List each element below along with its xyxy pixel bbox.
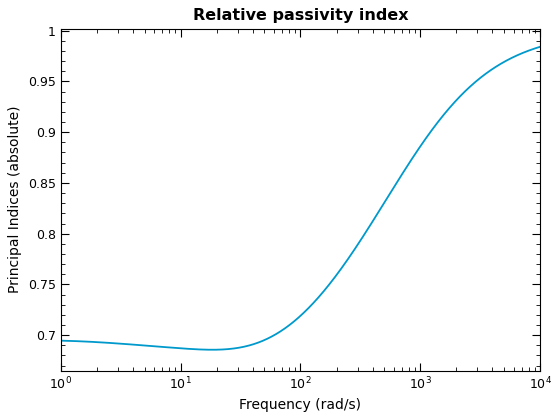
Title: Relative passivity index: Relative passivity index — [193, 8, 408, 24]
X-axis label: Frequency (rad/s): Frequency (rad/s) — [240, 398, 361, 412]
Y-axis label: Principal Indices (absolute): Principal Indices (absolute) — [8, 106, 22, 294]
